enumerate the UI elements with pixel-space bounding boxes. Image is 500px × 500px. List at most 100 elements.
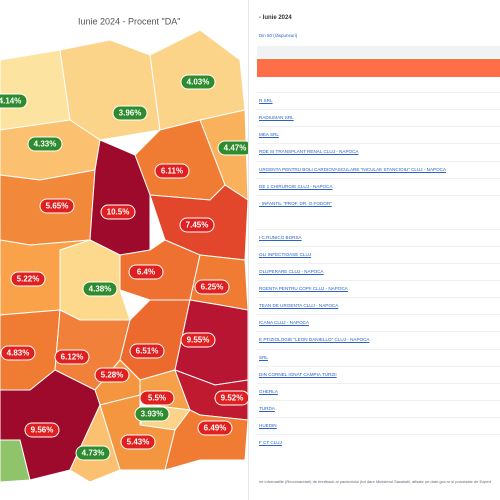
- hospital-link[interactable]: RGENTA PENTRU COPII CLUJ - NAPOCA: [259, 286, 348, 291]
- hospital-link[interactable]: URGENTA PENTRU BOLI CARDIOVASCULARE "NIC…: [259, 167, 447, 172]
- row-separator: [257, 143, 500, 144]
- row-separator: [257, 280, 500, 281]
- label-pill: [27, 136, 63, 152]
- region-label: 9.56%: [31, 426, 54, 435]
- row-separator: [257, 92, 500, 93]
- label-pill: [214, 390, 248, 406]
- hospital-link[interactable]: OLUPERARE CLUJ - NAPOCA: [259, 269, 324, 274]
- region-label: 3.96%: [119, 109, 142, 118]
- row-separator: [257, 195, 500, 196]
- row-separator: [257, 434, 500, 435]
- region-label: 4.73%: [82, 449, 105, 458]
- region-label: 6.4%: [137, 268, 155, 277]
- map-title: Iunie 2024 - Procent "DA": [78, 16, 180, 26]
- footer-note: ne informatiile (Recomandari) de feedbac…: [259, 479, 492, 484]
- hospital-link[interactable]: I C.RUNICO BORSA: [259, 235, 302, 240]
- region-label: 6.25%: [201, 283, 224, 292]
- region-label: 4.38%: [89, 285, 112, 294]
- row-separator: [257, 297, 500, 298]
- hospital-link[interactable]: MEA SRL: [259, 132, 279, 137]
- hospital-link[interactable]: E PTIZIOLOGIE "LEON DANIELLO" CLUJ - NAP…: [259, 337, 370, 342]
- row-separator: [257, 263, 500, 264]
- region-label: 5.28%: [101, 371, 124, 380]
- label-pill: [129, 343, 165, 359]
- label-pill: [112, 105, 148, 121]
- row-separator: [257, 126, 500, 127]
- hospital-link[interactable]: OLI INFECTIOASE CLUJ: [259, 252, 312, 257]
- region-label: 4.47%: [224, 144, 247, 153]
- hospital-link[interactable]: HUEDIN: [259, 423, 277, 428]
- label-pill: [0, 345, 36, 361]
- region-label: 9.52%: [221, 394, 244, 403]
- region-label: 7.45%: [186, 221, 209, 230]
- row-separator: [257, 161, 500, 162]
- region-label: 9.55%: [187, 336, 210, 345]
- label-pill: [139, 390, 175, 406]
- region-label: 10.5%: [107, 208, 130, 217]
- region-label: 4.33%: [34, 140, 57, 149]
- region-label: 4.83%: [7, 349, 30, 358]
- hospital-link[interactable]: TURDA: [259, 406, 275, 411]
- row-separator: [257, 246, 500, 247]
- region-label: 5.65%: [46, 202, 69, 211]
- row-separator: [257, 331, 500, 332]
- hospital-link[interactable]: DE 1 CHIRURGIE CLUJ - NAPOCA: [259, 184, 333, 189]
- region-label: 6.11%: [161, 167, 183, 176]
- row-separator: [257, 349, 500, 350]
- label-pill: [94, 367, 130, 383]
- region-label: 6.51%: [136, 347, 159, 356]
- label-pill: [0, 93, 28, 109]
- hospital-link[interactable]: - INFANTIL "PROF. DR. O.FODOR": [259, 201, 332, 206]
- hospital-link[interactable]: DIN CORNEL IGNAT CAMPIA TURZII: [259, 372, 337, 377]
- row-separator: [257, 109, 500, 110]
- row-separator: [257, 400, 500, 401]
- label-pill: [217, 140, 248, 156]
- row-separator: [257, 229, 500, 230]
- hospital-link[interactable]: R SRL: [259, 98, 273, 103]
- region-label: 5.22%: [17, 275, 40, 284]
- hospital-link[interactable]: SRL: [259, 355, 268, 360]
- row-separator: [257, 178, 500, 179]
- region-labels: 4.14% 3.96% 4.03% 4.33% 4.47% 6.11% 5.65% 10.5%…: [0, 74, 248, 461]
- region-label: 5.5%: [148, 394, 166, 403]
- panel-title: - Iunie 2024: [259, 15, 292, 21]
- label-pill: [180, 332, 216, 348]
- region-label: 5.43%: [127, 438, 150, 447]
- hospital-link[interactable]: RDE SI TRANSPLANT RENAL CLUJ - NAPOCA: [259, 149, 359, 154]
- panel-subtitle: Din 50 (răspunsuri): [259, 33, 298, 38]
- label-pill: [120, 434, 156, 450]
- hospital-link[interactable]: GHERLA: [259, 389, 278, 394]
- label-pill: [24, 422, 60, 438]
- label-pill: [82, 281, 118, 297]
- label-pill: [134, 406, 170, 422]
- hospital-link[interactable]: RADIUMAN SRL: [259, 115, 294, 120]
- header-row: [257, 46, 500, 58]
- regions: [0, 29, 248, 483]
- highlight-row: [257, 59, 500, 77]
- label-pill: [154, 163, 190, 179]
- hospital-link[interactable]: F CT CLUJ: [259, 440, 282, 445]
- row-separator: [257, 366, 500, 367]
- label-pill: [10, 271, 46, 287]
- region-label: 3.93%: [141, 410, 164, 419]
- label-pill: [100, 204, 136, 220]
- region-label: 4.14%: [0, 97, 21, 106]
- row-separator: [257, 383, 500, 384]
- region: [0, 49, 71, 131]
- label-pill: [194, 279, 230, 295]
- region-label: 4.03%: [187, 78, 210, 87]
- region-label: 6.12%: [61, 353, 84, 362]
- region-label: 6.49%: [204, 424, 227, 433]
- row-separator: [257, 314, 500, 315]
- hospital-link[interactable]: ICANA CLUJ - NAPOCA: [259, 320, 310, 325]
- label-pill: [180, 74, 216, 90]
- label-pill: [197, 420, 233, 436]
- label-pill: [75, 445, 111, 461]
- label-pill: [39, 198, 75, 214]
- label-pill: [179, 217, 215, 233]
- map: 4.14% 3.96% 4.03% 4.33% 4.47% 6.11% 5.65% 10.5%…: [0, 16, 248, 483]
- label-pill: [128, 264, 164, 280]
- hospital-link[interactable]: TEAN DE URGENTA CLUJ - NAPOCA: [259, 303, 339, 308]
- region: [69, 403, 121, 483]
